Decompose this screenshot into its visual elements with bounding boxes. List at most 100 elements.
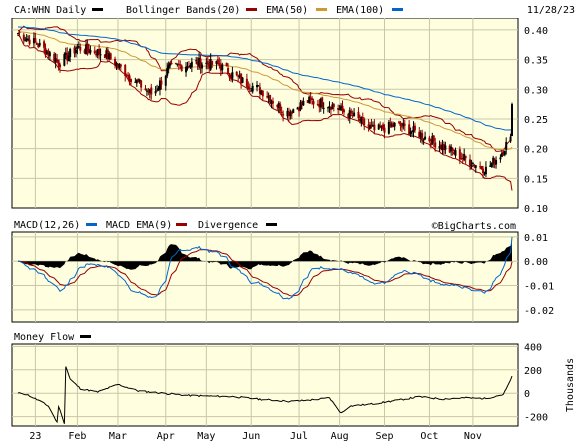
- macd-legend-label: MACD(12,26): [14, 220, 80, 231]
- candle-body: [505, 141, 508, 150]
- candle-body: [38, 42, 41, 46]
- candle-body: [109, 53, 112, 60]
- candle-body: [312, 101, 315, 105]
- price-tick-label: 0.35: [524, 56, 548, 67]
- candle-body: [468, 159, 471, 166]
- candle-body: [311, 98, 314, 101]
- candle-body: [17, 32, 19, 34]
- candle-body: [140, 80, 143, 88]
- candle-body: [57, 59, 60, 65]
- candle-body: [180, 65, 183, 71]
- candle-body: [419, 132, 422, 138]
- candle-body: [176, 64, 179, 66]
- candle-body: [261, 90, 264, 97]
- x-axis-label: Feb: [68, 431, 86, 442]
- candle-body: [377, 124, 380, 130]
- candle-body: [277, 102, 280, 109]
- candle-body: [331, 104, 334, 109]
- candle-body: [125, 75, 128, 77]
- candle-body: [509, 136, 512, 142]
- candle-body: [128, 75, 131, 81]
- candle-body: [328, 106, 331, 108]
- candle-body: [319, 98, 322, 108]
- candle-body: [215, 61, 218, 64]
- candle-body: [69, 49, 72, 57]
- money-flow-legend-swatch: [80, 335, 91, 338]
- candle-body: [464, 155, 467, 159]
- candle-body: [32, 38, 35, 44]
- price-axis-ticks: 0.40 0.35 0.30 0.25 0.20 0.15 0.10: [524, 26, 548, 215]
- candle-body: [190, 61, 193, 67]
- candle-body: [495, 160, 498, 165]
- candle-body: [135, 80, 138, 84]
- money-flow-ylabel: Thousands: [565, 358, 576, 412]
- candle-body: [200, 64, 203, 69]
- candle-body: [440, 144, 443, 150]
- candle-body: [219, 64, 222, 71]
- candle-body: [444, 145, 447, 150]
- candle-body: [341, 105, 344, 111]
- candle-body: [54, 58, 57, 63]
- candle-body: [308, 96, 311, 103]
- macd-tick-label: -0.02: [524, 306, 554, 317]
- candle-body: [45, 51, 48, 54]
- candle-body: [321, 97, 324, 108]
- candle-body: [511, 104, 513, 137]
- candle-body: [87, 48, 90, 54]
- money-flow-line: [17, 366, 513, 424]
- candle-body: [43, 41, 46, 48]
- candle-body: [164, 75, 167, 86]
- candle-body: [37, 44, 40, 48]
- candle-body: [83, 50, 86, 53]
- candle-body: [174, 63, 177, 65]
- candle-body: [306, 100, 309, 103]
- ema100-line: [18, 26, 513, 131]
- candle-body: [461, 157, 464, 159]
- candle-body: [399, 122, 402, 127]
- candle-body: [237, 75, 240, 77]
- candle-body: [361, 116, 364, 119]
- money-flow-panel: Money Flow 400 200 0 -200 Thousands: [0, 327, 579, 427]
- candle-body: [231, 72, 234, 79]
- candle-body: [267, 96, 270, 98]
- candle-body: [119, 64, 122, 67]
- candle-body: [387, 122, 390, 134]
- x-axis-label: 23: [29, 431, 41, 442]
- candle-body: [369, 125, 372, 129]
- candle-body: [357, 111, 360, 119]
- candle-body: [363, 118, 366, 125]
- bollinger-upper-line: [17, 25, 513, 152]
- candle-body: [144, 88, 147, 90]
- candle-body: [470, 165, 473, 167]
- candle-body: [402, 123, 405, 127]
- candle-body: [270, 100, 273, 104]
- candle-body: [473, 164, 476, 167]
- candle-body: [47, 50, 50, 56]
- candle-body: [177, 63, 180, 65]
- divergence-legend-swatch: [266, 223, 277, 226]
- macd-panel-background: [11, 231, 519, 323]
- candle-body: [77, 46, 80, 48]
- money-legend-band: [0, 327, 579, 344]
- watermark: ©BigCharts.com: [432, 221, 516, 232]
- candle-body: [348, 110, 351, 119]
- macd-axis-ticks: 0.01 0.00 -0.01 -0.02: [524, 233, 554, 317]
- price-candles: [17, 30, 513, 179]
- candle-body: [292, 109, 295, 113]
- candle-body: [458, 149, 461, 160]
- x-axis-label: Oct: [420, 431, 438, 442]
- candle-body: [257, 85, 260, 87]
- candle-body: [99, 54, 102, 56]
- candle-body: [266, 96, 269, 98]
- candle-body: [199, 58, 202, 69]
- candle-body: [63, 54, 66, 66]
- x-axis-label: May: [197, 431, 215, 442]
- candle-body: [86, 43, 89, 51]
- candle-body: [500, 153, 503, 157]
- candle-body: [258, 87, 261, 94]
- candle-body: [98, 48, 101, 54]
- candle-body: [460, 158, 463, 160]
- candle-body: [53, 53, 56, 62]
- candle-body: [170, 63, 173, 65]
- candle-body: [256, 84, 259, 88]
